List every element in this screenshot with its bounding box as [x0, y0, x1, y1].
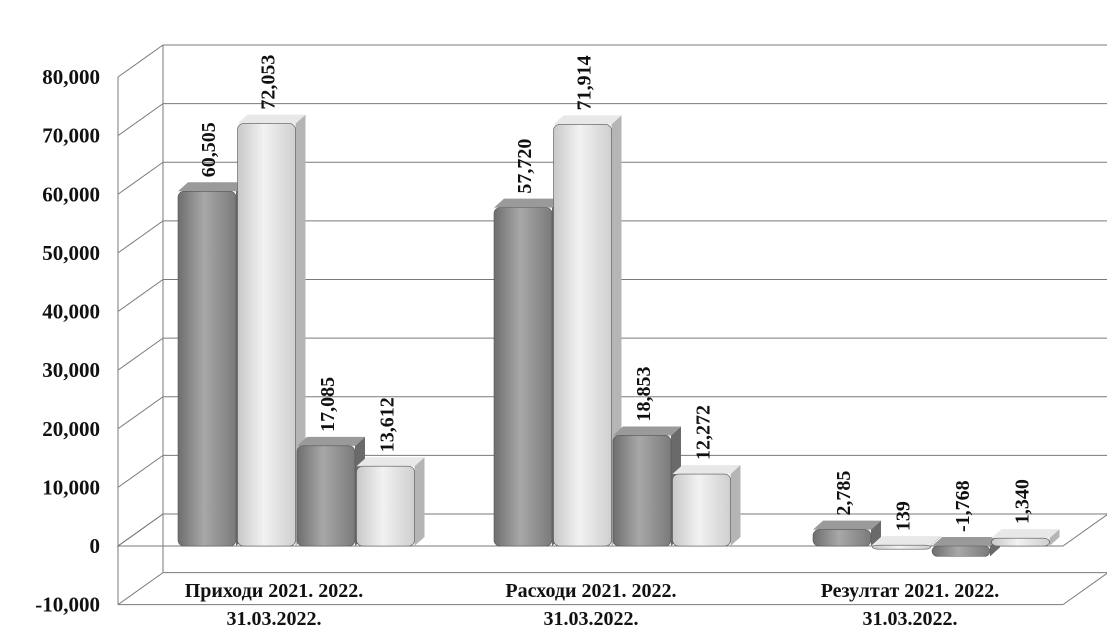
bar-front: [931, 545, 991, 557]
bar: [812, 520, 881, 547]
category-label: Резултат 2021. 2022.: [821, 580, 1000, 602]
gridline-connector: [117, 572, 164, 606]
gridline-connector: [117, 454, 164, 488]
bar-top: [356, 457, 425, 467]
data-label: 13,612: [377, 397, 399, 452]
floor-plane: [116, 513, 1107, 547]
bars: [177, 114, 1060, 557]
data-label: -1,768: [952, 480, 974, 532]
data-label: 18,853: [633, 366, 655, 421]
bar-front: [493, 207, 553, 547]
category-label: Приходи 2021. 2022.: [185, 580, 364, 602]
bar-top: [553, 115, 622, 125]
bar-side: [730, 465, 741, 546]
bar-front: [177, 190, 237, 547]
data-label: 2,785: [833, 471, 855, 516]
bar: [553, 115, 622, 547]
bar-top: [237, 114, 306, 124]
category-label: 31.03.2022.: [227, 608, 322, 630]
data-label: 72,053: [258, 55, 280, 110]
bar-front: [612, 435, 672, 547]
data-label: 17,085: [317, 377, 339, 432]
bar-top: [178, 182, 246, 192]
bar: [931, 537, 1000, 557]
bar-front: [356, 465, 415, 547]
gridline-connector: [117, 220, 164, 254]
bar: [872, 536, 941, 550]
data-label: 12,272: [693, 405, 715, 460]
data-label: 60,505: [198, 122, 220, 177]
data-label: 139: [893, 501, 915, 531]
category-label: 31.03.2022.: [544, 608, 639, 630]
gridline-connector: [117, 396, 164, 430]
bar-side: [1049, 529, 1060, 546]
bar: [296, 436, 365, 547]
data-label: 71,914: [574, 55, 596, 110]
y-tick-label: 20,000: [42, 417, 100, 441]
bar: [672, 465, 741, 547]
y-tick-label: 40,000: [42, 300, 100, 324]
category-label: Расходи 2021. 2022.: [505, 580, 676, 602]
gridline-connector: [117, 103, 164, 137]
bar: [177, 182, 246, 547]
bar-front: [991, 537, 1050, 547]
category-label: 31.03.2022.: [863, 608, 958, 630]
bar-front: [296, 445, 356, 547]
y-tick-label: 0: [90, 534, 101, 558]
bar: [612, 426, 681, 547]
bar-front: [237, 123, 296, 547]
bar-side: [414, 457, 425, 546]
bar-front: [672, 473, 731, 547]
y-tick-label: 60,000: [42, 182, 100, 206]
bar-front: [872, 544, 931, 550]
bar-top: [932, 537, 1000, 546]
bar: [237, 114, 306, 547]
bar-top: [672, 465, 741, 475]
bar: [991, 529, 1060, 547]
bar: [493, 198, 562, 547]
bar-front: [812, 529, 872, 547]
bar: [356, 457, 425, 547]
data-label: 57,720: [514, 139, 536, 194]
bar-top: [297, 436, 365, 446]
y-tick-label: 30,000: [42, 358, 100, 382]
y-tick-label: 70,000: [42, 124, 100, 148]
data-label: 1,340: [1012, 479, 1034, 524]
gridline-connector: [117, 161, 164, 195]
y-tick-label: 50,000: [42, 241, 100, 265]
bar-top: [991, 529, 1060, 539]
bar-top: [613, 426, 681, 436]
bar-top: [494, 198, 562, 208]
y-tick-label: 10,000: [42, 475, 100, 499]
bar-side: [871, 520, 881, 546]
bar-top: [872, 536, 941, 546]
bottom-edge-connector: [1062, 572, 1107, 606]
gridline-connector: [117, 44, 164, 78]
gridline-connector: [117, 279, 164, 312]
y-tick-label: 80,000: [42, 65, 100, 89]
y-tick-label: -10,000: [35, 593, 100, 617]
bar-top: [813, 520, 881, 530]
bar-side: [295, 114, 306, 546]
bar-front: [553, 124, 612, 547]
bar-side: [930, 536, 941, 546]
gridline-connector: [117, 337, 164, 371]
